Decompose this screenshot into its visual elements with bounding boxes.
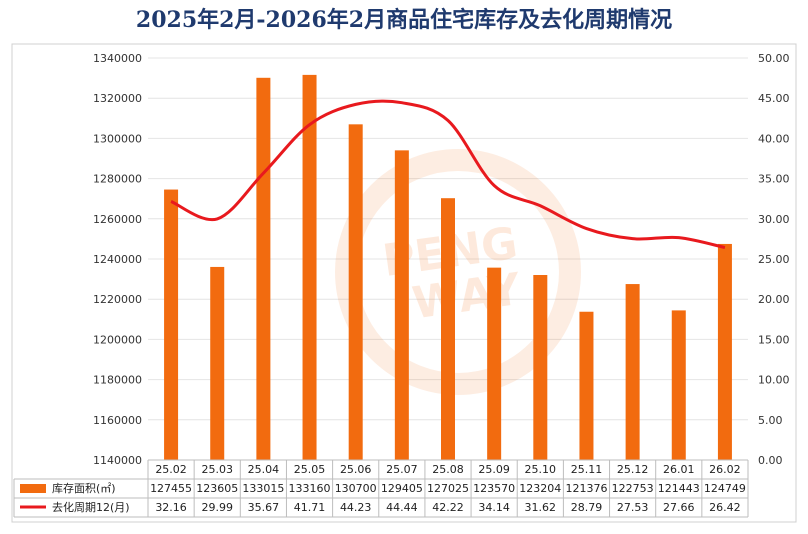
y-left-tick-label: 1200000: [93, 333, 142, 346]
bar: [394, 150, 409, 460]
line-data-label: 44.23: [340, 501, 372, 514]
bar-data-label: 127455: [150, 482, 192, 495]
line-data-label: 27.66: [663, 501, 695, 514]
legend-line-label: 去化周期12(月): [52, 500, 130, 514]
bar-data-label: 121376: [565, 482, 607, 495]
chart-title: 2025年2月-2026年2月商品住宅库存及去化周期情况: [135, 7, 673, 33]
legend-bar-key: [20, 484, 46, 493]
y-right-tick-label: 40.00: [758, 132, 790, 145]
y-left-tick-label: 1260000: [93, 213, 142, 226]
x-category-label: 26.02: [709, 463, 741, 476]
bar: [348, 124, 363, 460]
bar-data-label: 123605: [196, 482, 238, 495]
y-left-tick-label: 1220000: [93, 293, 142, 306]
line-data-label: 27.53: [617, 501, 649, 514]
x-category-label: 25.12: [617, 463, 649, 476]
bar: [302, 74, 317, 460]
line-data-label: 28.79: [571, 501, 603, 514]
bar: [625, 284, 640, 460]
y-left-tick-label: 1280000: [93, 173, 142, 186]
bar: [579, 311, 594, 460]
bar: [717, 243, 732, 460]
x-category-label: 25.05: [294, 463, 326, 476]
bar-data-label: 123570: [473, 482, 515, 495]
bar-data-label: 127025: [427, 482, 469, 495]
y-right-tick-label: 45.00: [758, 92, 790, 105]
bar-data-label: 122753: [612, 482, 654, 495]
line-data-label: 42.22: [432, 501, 464, 514]
y-left-tick-label: 1240000: [93, 253, 142, 266]
x-category-label: 25.02: [155, 463, 187, 476]
legend-bar-label: 库存面积(㎡): [52, 481, 116, 495]
line-data-label: 34.14: [478, 501, 510, 514]
bar: [441, 198, 455, 460]
x-category-label: 25.04: [248, 463, 280, 476]
bar: [533, 274, 548, 460]
bar: [164, 189, 179, 460]
x-category-label: 25.06: [340, 463, 372, 476]
x-category-label: 25.07: [386, 463, 418, 476]
y-right-tick-label: 5.00: [758, 414, 783, 427]
line-data-label: 29.99: [201, 501, 233, 514]
bar-data-label: 121443: [658, 482, 700, 495]
y-left-tick-label: 1160000: [93, 414, 142, 427]
y-left-tick-label: 1300000: [93, 132, 142, 145]
x-category-label: 25.03: [201, 463, 233, 476]
y-right-tick-label: 10.00: [758, 374, 790, 387]
y-left-tick-label: 1340000: [93, 52, 142, 65]
x-category-label: 25.11: [571, 463, 603, 476]
y-right-tick-label: 0.00: [758, 454, 783, 467]
x-category-label: 25.08: [432, 463, 464, 476]
y-right-tick-label: 25.00: [758, 253, 790, 266]
line-data-label: 31.62: [525, 501, 557, 514]
bar-data-label: 133160: [289, 482, 331, 495]
x-category-label: 25.10: [525, 463, 557, 476]
bar: [487, 267, 502, 460]
bar-data-label: 124749: [704, 482, 746, 495]
y-right-tick-label: 15.00: [758, 333, 790, 346]
bar-data-label: 133015: [242, 482, 284, 495]
line-data-label: 32.16: [155, 501, 187, 514]
line-data-label: 41.71: [294, 501, 326, 514]
watermark-ring: [335, 149, 581, 395]
y-right-tick-label: 35.00: [758, 173, 790, 186]
x-category-label: 25.09: [478, 463, 510, 476]
bar: [671, 310, 686, 460]
y-right-tick-label: 50.00: [758, 52, 790, 65]
y-left-tick-label: 1180000: [93, 374, 142, 387]
line-series: [170, 99, 726, 250]
line-data-label: 26.42: [709, 501, 741, 514]
x-category-label: 26.01: [663, 463, 695, 476]
line-data-label: 44.44: [386, 501, 418, 514]
bar: [210, 266, 225, 460]
y-left-tick-label: 1320000: [93, 92, 142, 105]
chart-border: [11, 43, 797, 523]
y-right-tick-label: 20.00: [758, 293, 790, 306]
y-right-tick-label: 30.00: [758, 213, 790, 226]
bar-data-label: 129405: [381, 482, 423, 495]
line-data-label: 35.67: [248, 501, 280, 514]
bar-data-label: 123204: [519, 482, 561, 495]
bar: [256, 77, 271, 461]
y-left-tick-label: 1140000: [93, 454, 142, 467]
bar-data-label: 130700: [335, 482, 377, 495]
